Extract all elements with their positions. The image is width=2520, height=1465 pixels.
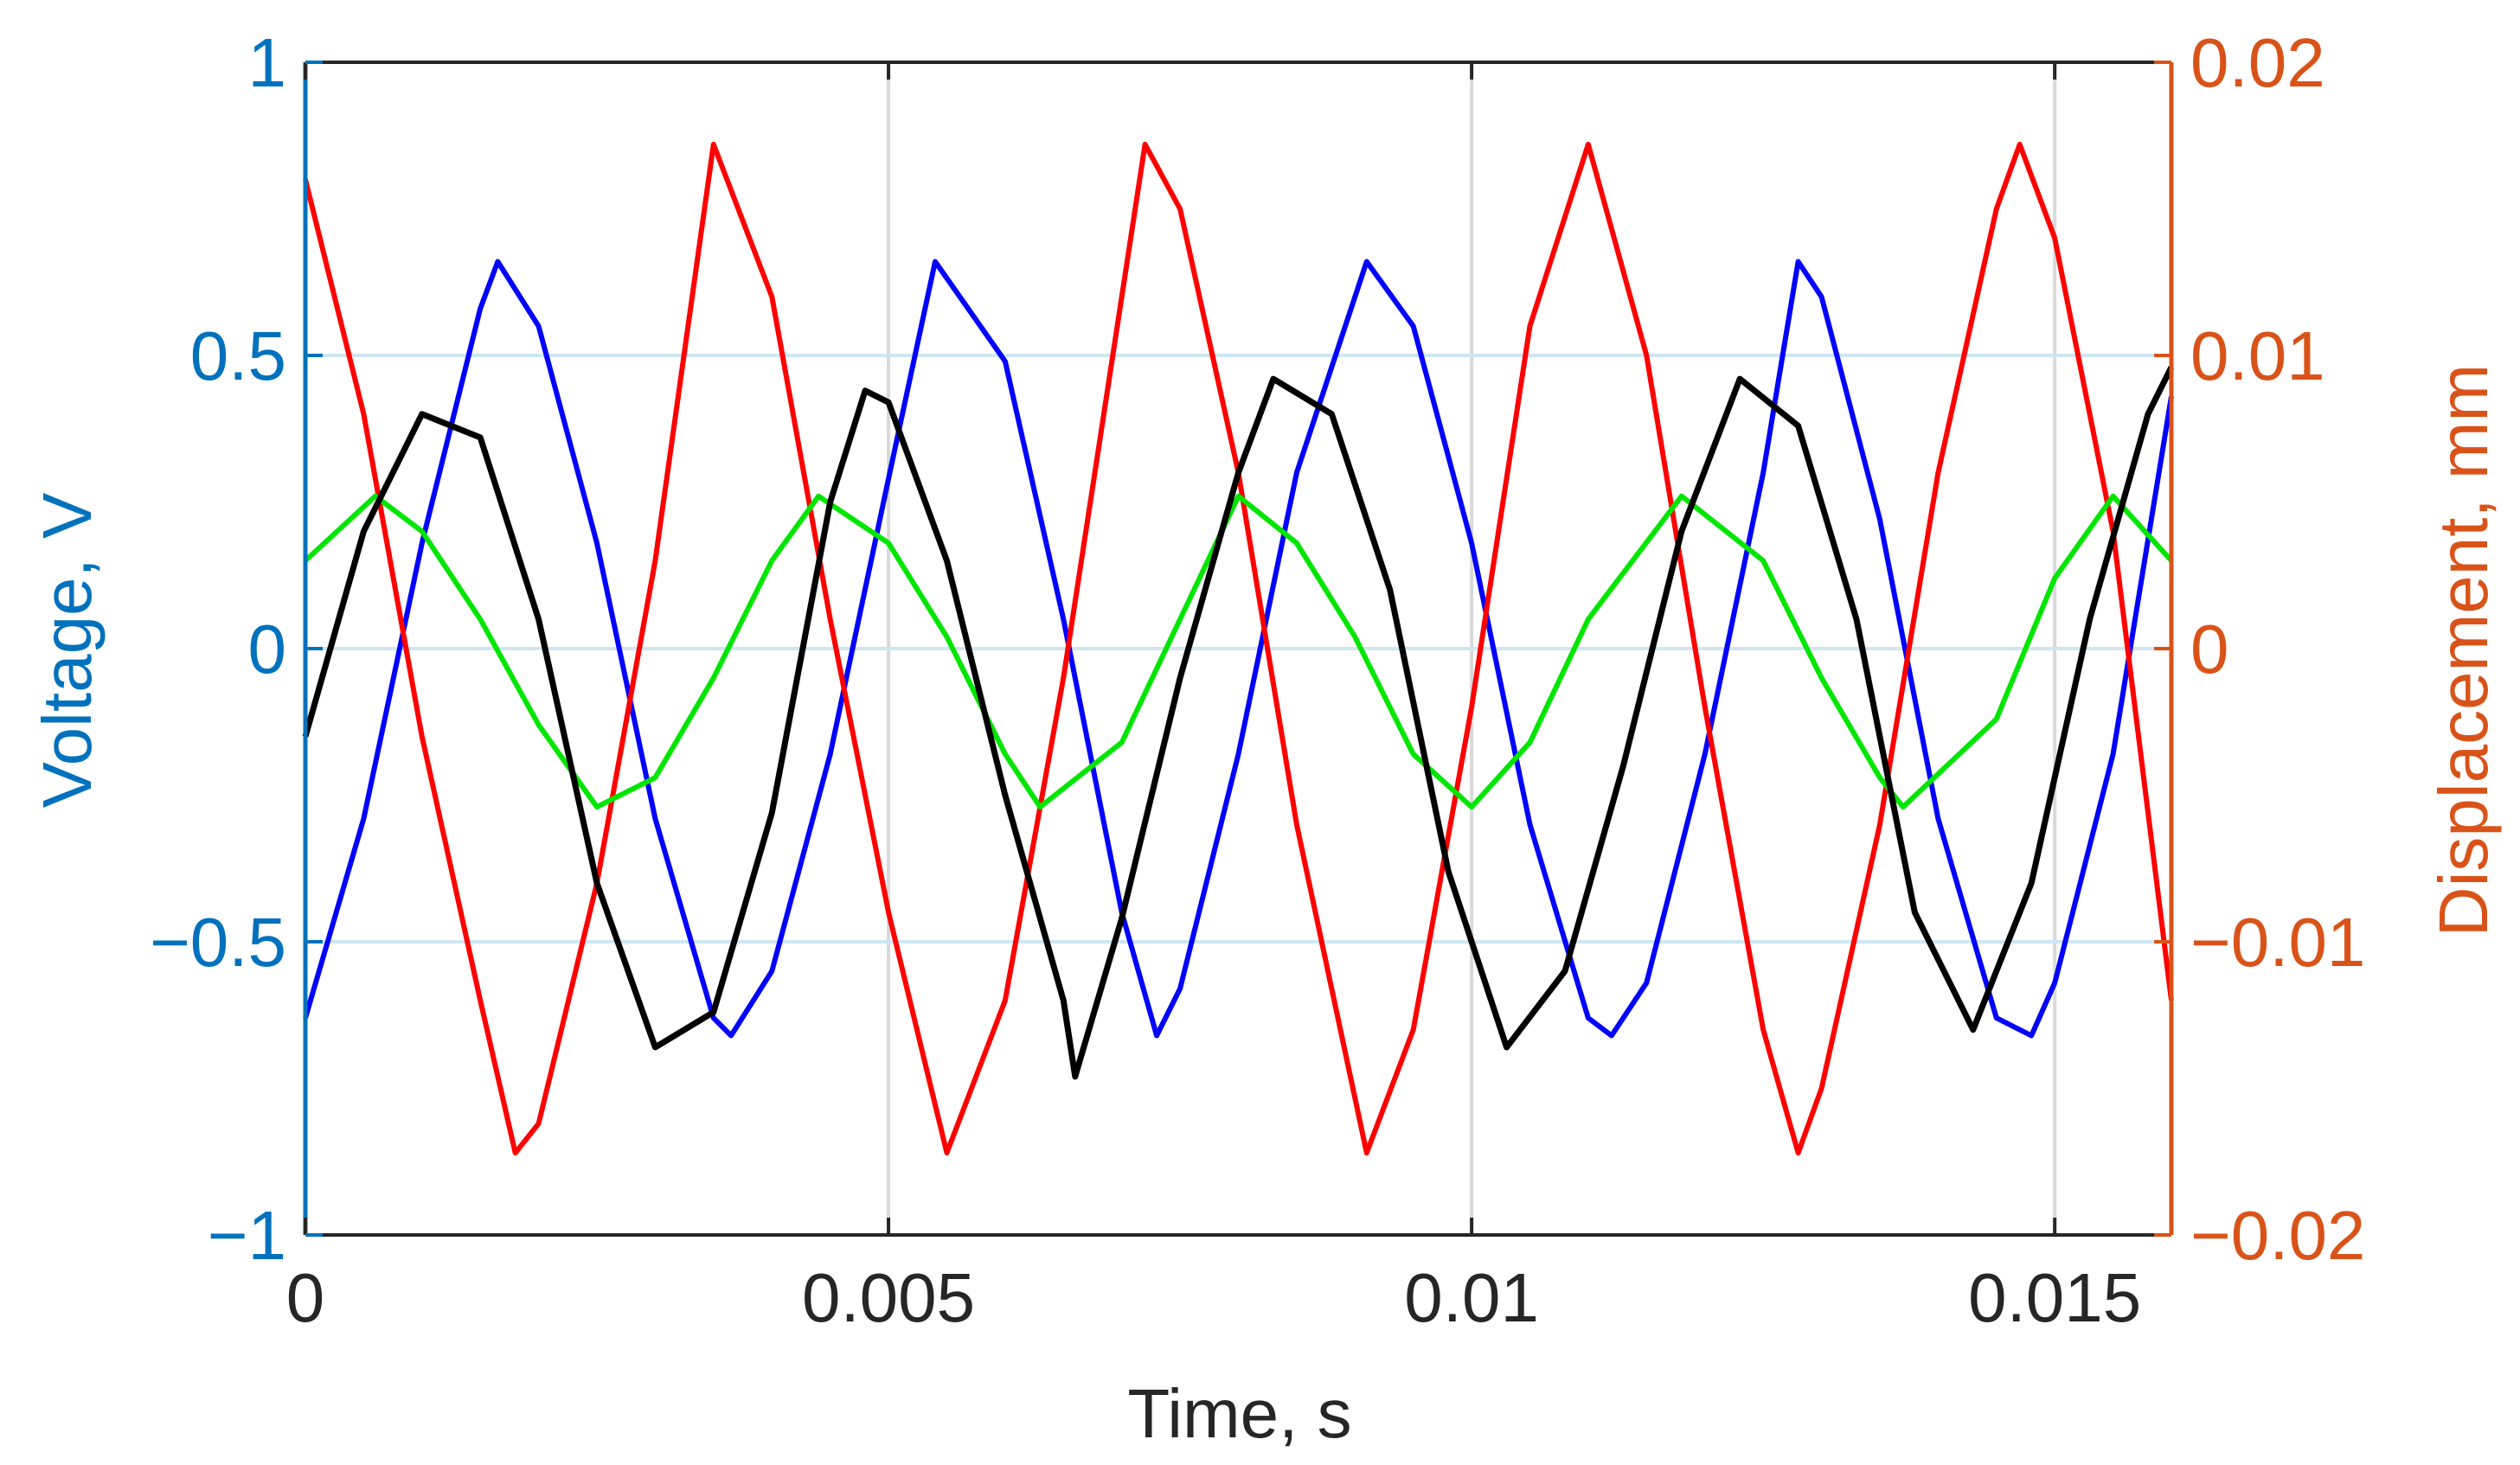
y-right-tick-label: −0.01 — [2190, 904, 2365, 981]
y-left-tick-label: −1 — [208, 1197, 286, 1274]
y-right-tick-label: 0.02 — [2190, 24, 2325, 101]
y-left-tick-label: 1 — [248, 24, 287, 101]
series-layer — [302, 141, 2175, 1156]
y-right-tick-label: 0.01 — [2190, 317, 2325, 394]
y-left-axis-label: Voltage, V — [29, 492, 106, 808]
y-left-tick-label: −0.5 — [150, 904, 286, 981]
x-tick-label: 0.015 — [1968, 1259, 2141, 1336]
y-left-tick-label: 0 — [248, 611, 287, 688]
ticks: 0 0.005 0.01 0.015 −1 −0.5 0 0.5 1 −0.02 −0.01 0 0.0… — [150, 24, 2365, 1336]
y-right-tick-label: −0.02 — [2190, 1197, 2365, 1274]
y-left-tick-label: 0.5 — [190, 317, 286, 394]
y-right-tick-label: 0 — [2190, 611, 2229, 688]
x-tick-label: 0 — [286, 1259, 325, 1336]
series-line-1 — [303, 259, 2174, 1039]
series-line-3 — [303, 493, 2174, 810]
x-tick-label: 0.01 — [1404, 1259, 1539, 1336]
y-right-axis-label: Displacement, mm — [2425, 364, 2502, 937]
x-axis-label: Time, s — [1127, 1375, 1351, 1452]
series-line-4 — [302, 366, 2175, 1080]
x-tick-label: 0.005 — [802, 1259, 975, 1336]
grid — [305, 62, 2171, 1235]
